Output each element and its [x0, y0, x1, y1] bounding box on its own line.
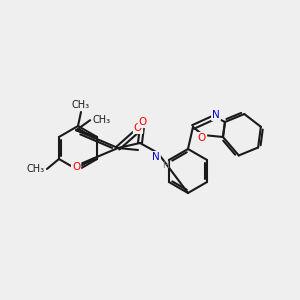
Text: O: O — [198, 133, 206, 143]
Text: CH₃: CH₃ — [72, 100, 90, 110]
Text: N: N — [152, 152, 160, 162]
Text: O: O — [72, 162, 80, 172]
Text: CH₃: CH₃ — [92, 115, 110, 125]
Text: O: O — [139, 117, 147, 127]
Text: CH₃: CH₃ — [27, 164, 45, 174]
Text: H: H — [162, 161, 169, 170]
Text: O: O — [134, 123, 142, 133]
Text: N: N — [212, 110, 220, 120]
